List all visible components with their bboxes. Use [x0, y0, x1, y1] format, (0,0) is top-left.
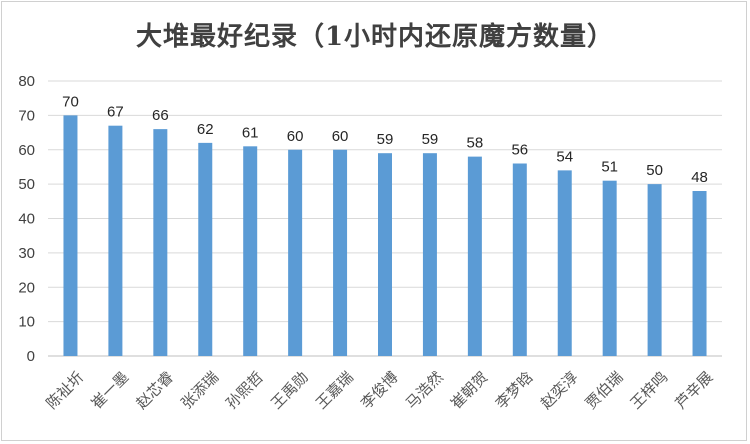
bar [692, 191, 707, 356]
category-label: 孙熙哲 [222, 368, 267, 413]
bars [63, 115, 707, 356]
y-tick-label: 40 [18, 211, 35, 228]
bar [512, 163, 527, 356]
bar [333, 149, 348, 356]
data-label: 61 [242, 124, 259, 141]
bar [422, 153, 437, 356]
category-label: 张添瑞 [177, 368, 222, 413]
category-label: 芦辛展 [672, 368, 717, 413]
category-label: 李俊博 [357, 368, 402, 413]
y-tick-label: 0 [27, 348, 35, 365]
category-label: 王禹勋 [267, 368, 312, 413]
data-label: 62 [197, 121, 214, 138]
data-label: 70 [62, 93, 79, 110]
y-tick-label: 30 [18, 245, 35, 262]
category-label: 王嘉瑞 [312, 368, 357, 413]
bar [557, 170, 572, 356]
category-label: 赵芯睿 [133, 368, 178, 413]
category-label: 王梓鸣 [627, 368, 672, 413]
category-label: 贾伯瑞 [582, 368, 627, 413]
category-label: 崔一墨 [88, 368, 133, 413]
data-labels: 70 67 66 62 61 60 60 59 59 58 56 54 51 50 48 [62, 93, 708, 186]
y-tick-label: 20 [18, 279, 35, 296]
data-label: 59 [422, 131, 439, 148]
category-label: 马浩然 [402, 368, 447, 413]
data-label: 58 [467, 135, 484, 152]
bar [602, 180, 617, 356]
data-label: 50 [646, 162, 663, 179]
data-label: 54 [556, 148, 573, 165]
bar [647, 184, 662, 356]
data-label: 59 [377, 131, 394, 148]
bar [108, 125, 123, 356]
y-tick-label: 60 [18, 142, 35, 159]
bar [63, 115, 78, 356]
y-axis-ticks: 0 10 20 30 40 50 60 70 80 [18, 73, 35, 365]
category-label: 陈祉圻 [43, 368, 88, 413]
category-label: 崔朝贺 [447, 368, 492, 413]
bar [288, 149, 303, 356]
bar [153, 129, 168, 356]
y-tick-label: 80 [18, 73, 35, 90]
data-label: 66 [152, 107, 169, 124]
category-label: 李梦晗 [492, 368, 537, 413]
category-label: 赵奕淳 [537, 368, 582, 413]
data-label: 60 [332, 128, 349, 145]
bar [378, 153, 392, 356]
y-tick-label: 50 [18, 176, 35, 193]
data-label: 48 [691, 169, 708, 186]
bar [243, 146, 258, 356]
data-label: 67 [107, 104, 124, 121]
y-tick-label: 70 [18, 107, 35, 124]
bar [198, 142, 213, 356]
data-label: 51 [601, 159, 618, 176]
data-label: 56 [511, 142, 528, 159]
data-label: 60 [287, 128, 304, 145]
category-labels: 陈祉圻 崔一墨 赵芯睿 张添瑞 孙熙哲 王禹勋 王嘉瑞 李俊博 马浩然 崔朝贺 李梦晗 赵奕淳 贾伯瑞王… [43, 368, 717, 413]
y-tick-label: 10 [18, 314, 35, 331]
chart-title: 大堆最好纪录（1小时内还原魔方数量） [135, 22, 615, 52]
bar [467, 156, 482, 356]
